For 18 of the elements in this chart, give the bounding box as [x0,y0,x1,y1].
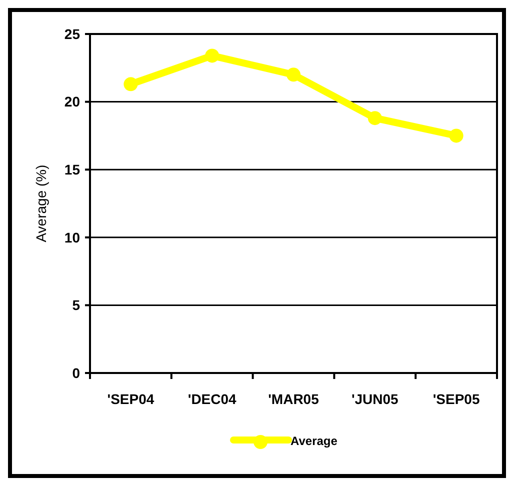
y-tick-label: 0 [72,364,80,381]
y-tick-label: 20 [64,94,80,110]
x-tick-label: 'MAR05 [268,391,320,407]
x-tick-label: 'JUN05 [351,391,399,407]
point [205,48,220,63]
point [449,128,464,143]
y-tick-label: 25 [64,26,80,42]
point [368,111,382,126]
point [286,68,300,82]
x-tick-label: 'DEC04 [188,391,237,407]
point [124,77,138,92]
y-tick-label: 10 [64,229,80,246]
y-tick-label: 15 [64,162,80,178]
y-tick-label: 5 [72,297,80,314]
x-tick-label: 'SEP04 [107,391,154,407]
x-tick-label: 'SEP05 [432,391,480,407]
y-axis-title: Average (%) [33,164,49,242]
legend-label: Average [290,434,338,448]
